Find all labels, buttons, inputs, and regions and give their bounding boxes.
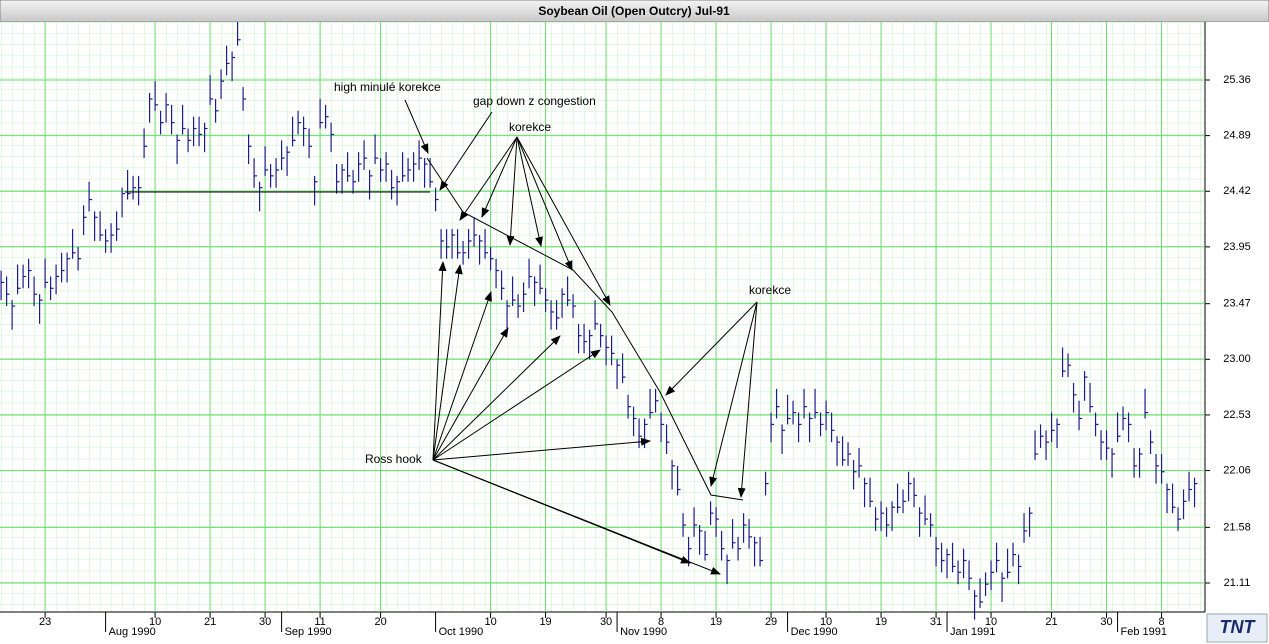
annotation: korekce bbox=[749, 283, 791, 297]
x-tick-label: 23 bbox=[39, 616, 51, 628]
x-tick-label: 21 bbox=[1045, 616, 1057, 628]
x-tick-label: Feb 1991 bbox=[1121, 626, 1167, 638]
x-tick-label: Nov 1990 bbox=[620, 626, 667, 638]
arrow bbox=[432, 264, 463, 461]
logo-box bbox=[1206, 613, 1268, 643]
chart-title: Soybean Oil (Open Outcry) Jul-91 bbox=[538, 4, 730, 18]
y-tick-label: 21.58 bbox=[1223, 521, 1251, 533]
arrow bbox=[665, 301, 758, 396]
x-tick-label: Dec 1990 bbox=[791, 626, 838, 638]
y-tick-label: 25.36 bbox=[1223, 74, 1251, 86]
annotation: korekce bbox=[509, 120, 551, 134]
y-axis-area bbox=[1205, 22, 1269, 644]
annotation-lines bbox=[125, 99, 758, 575]
y-tick-label: 22.06 bbox=[1223, 464, 1251, 476]
x-tick-label: 30 bbox=[600, 616, 612, 628]
bars bbox=[0, 22, 1198, 620]
x-tick-label: Oct 1990 bbox=[439, 626, 484, 638]
arrow bbox=[481, 136, 518, 218]
arrow bbox=[432, 335, 561, 461]
y-tick-label: 23.95 bbox=[1223, 241, 1251, 253]
x-tick-label: 10 bbox=[484, 616, 496, 628]
arrow bbox=[432, 459, 721, 575]
x-axis-area bbox=[0, 612, 1205, 644]
x-tick-label: Aug 1990 bbox=[109, 626, 156, 638]
y-tick-label: 21.11 bbox=[1224, 577, 1251, 589]
x-tick-label: 10 bbox=[985, 616, 997, 628]
x-tick-label: 19 bbox=[539, 616, 551, 628]
x-tick-label: 21 bbox=[204, 616, 216, 628]
x-tick-label: 29 bbox=[765, 616, 777, 628]
y-tick-label: 23.00 bbox=[1223, 353, 1251, 365]
arrow bbox=[709, 301, 758, 487]
arrow bbox=[516, 136, 611, 306]
y-tick-label: 24.89 bbox=[1223, 130, 1251, 142]
arrow bbox=[439, 111, 493, 191]
arrow bbox=[737, 301, 758, 498]
x-tick-label: 8 bbox=[658, 616, 664, 628]
arrow bbox=[404, 99, 429, 154]
x-tick-label: 11 bbox=[314, 616, 325, 628]
grid bbox=[0, 22, 1205, 612]
arrow bbox=[506, 136, 518, 246]
arrow bbox=[432, 291, 492, 461]
x-tick-label: 30 bbox=[259, 616, 271, 628]
x-tick-label: 30 bbox=[1100, 616, 1112, 628]
arrow bbox=[432, 261, 447, 461]
x-tick-label: 31 bbox=[930, 616, 942, 628]
x-tick-label: 20 bbox=[374, 616, 386, 628]
arrow bbox=[432, 327, 509, 461]
annotation: high minulé korekce bbox=[334, 80, 441, 94]
x-tick-label: 10 bbox=[820, 616, 832, 628]
arrow bbox=[432, 437, 651, 461]
annotation: Ross hook bbox=[365, 452, 423, 466]
arrow bbox=[516, 136, 573, 271]
annotation: gap down z congestion bbox=[473, 94, 596, 108]
minor-grid bbox=[0, 22, 1205, 612]
x-tick-label: 8 bbox=[1158, 616, 1164, 628]
x-tick-label: 19 bbox=[710, 616, 722, 628]
logo: TNT bbox=[1220, 617, 1257, 637]
y-tick-label: 23.47 bbox=[1223, 298, 1251, 310]
arrow bbox=[516, 136, 543, 247]
x-tick-label: 19 bbox=[875, 616, 887, 628]
arrow bbox=[459, 136, 518, 221]
y-tick-label: 24.42 bbox=[1223, 185, 1251, 197]
x-tick-label: Jan 1991 bbox=[950, 626, 995, 638]
arrow bbox=[432, 349, 601, 461]
y-tick-label: 22.53 bbox=[1223, 409, 1251, 421]
x-tick-label: Sep 1990 bbox=[285, 626, 332, 638]
x-tick-label: 10 bbox=[149, 616, 161, 628]
